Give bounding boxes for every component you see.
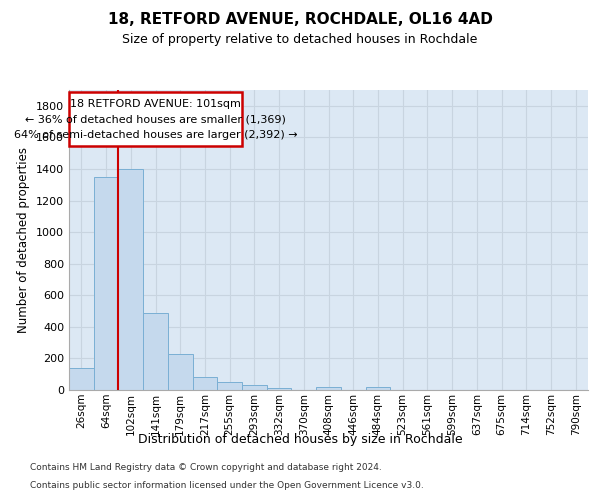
FancyBboxPatch shape [69, 92, 242, 146]
Text: Contains HM Land Registry data © Crown copyright and database right 2024.: Contains HM Land Registry data © Crown c… [30, 464, 382, 472]
Bar [118, 169, 143, 390]
Bar [316, 387, 341, 390]
Bar [168, 354, 193, 390]
Bar [267, 388, 292, 390]
Text: 18, RETFORD AVENUE, ROCHDALE, OL16 4AD: 18, RETFORD AVENUE, ROCHDALE, OL16 4AD [107, 12, 493, 28]
Y-axis label: Number of detached properties: Number of detached properties [17, 147, 31, 333]
Bar [193, 376, 217, 390]
Text: 18 RETFORD AVENUE: 101sqm
← 36% of detached houses are smaller (1,369)
64% of se: 18 RETFORD AVENUE: 101sqm ← 36% of detac… [14, 98, 298, 140]
Bar [242, 386, 267, 390]
Text: Distribution of detached houses by size in Rochdale: Distribution of detached houses by size … [137, 432, 463, 446]
Bar [217, 382, 242, 390]
Bar [69, 368, 94, 390]
Bar [94, 177, 118, 390]
Text: Size of property relative to detached houses in Rochdale: Size of property relative to detached ho… [122, 32, 478, 46]
Text: Contains public sector information licensed under the Open Government Licence v3: Contains public sector information licen… [30, 481, 424, 490]
Bar [143, 312, 168, 390]
Bar [365, 387, 390, 390]
